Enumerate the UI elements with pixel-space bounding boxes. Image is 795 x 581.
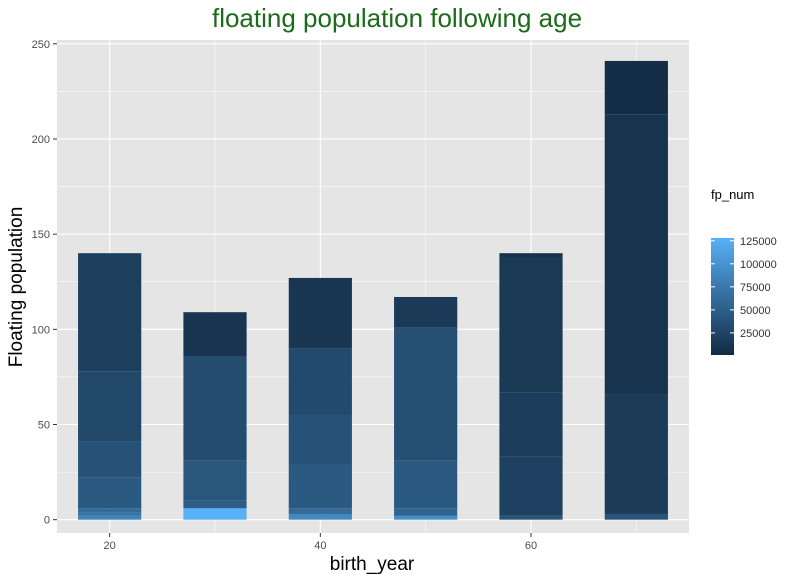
bar-segment	[78, 508, 142, 513]
x-tick-label: 40	[314, 540, 326, 552]
bar-stack-40	[288, 277, 352, 520]
bar-segment	[499, 392, 563, 457]
bar-segment	[394, 296, 458, 328]
bar-segment	[183, 500, 247, 509]
bar-segment	[499, 456, 563, 516]
bar-segment	[183, 508, 247, 520]
bar-segment	[604, 513, 668, 520]
legend-colorbar	[711, 238, 734, 355]
x-axis: 20 40 60	[104, 533, 537, 552]
bar-segment	[78, 477, 142, 509]
bar-segment	[183, 355, 247, 461]
bar-segment	[288, 348, 352, 415]
y-tick-label: 50	[38, 420, 50, 432]
legend-title: fp_num	[711, 187, 754, 202]
bar-stack-50	[394, 296, 458, 520]
bar-segment	[78, 371, 142, 442]
legend-tick-label: 100000	[740, 259, 777, 271]
bar-segment	[288, 414, 352, 465]
bar-stack-20	[78, 253, 142, 520]
y-tick-label: 250	[32, 39, 50, 51]
y-axis-title: Floating population	[6, 207, 27, 368]
bar-segment	[183, 312, 247, 356]
bar-stack-60	[499, 253, 563, 520]
bar-segment	[288, 508, 352, 514]
y-tick-label: 150	[32, 229, 50, 241]
bar-segment	[499, 256, 563, 393]
y-axis: 0 50 100 150 200 250	[32, 39, 57, 527]
bar-segment	[394, 508, 458, 516]
plot-panel	[57, 40, 689, 533]
y-tick-label: 0	[44, 515, 50, 527]
legend-ticks: 25000 50000 75000 100000 125000	[711, 236, 777, 340]
bar-segment	[78, 253, 142, 372]
bar-segment	[604, 60, 668, 115]
legend-tick-label: 50000	[740, 305, 771, 317]
bar-segment	[499, 253, 563, 257]
bar-stack-30	[183, 312, 247, 520]
bar-segment	[394, 327, 458, 461]
y-tick-label: 200	[32, 134, 50, 146]
bars	[78, 60, 668, 520]
bar-stack-70	[604, 60, 668, 520]
bar-segment	[604, 394, 668, 514]
bar-segment	[499, 515, 563, 520]
bar-segment	[78, 512, 142, 516]
bar-segment	[183, 460, 247, 501]
legend-tick-label: 25000	[740, 328, 771, 340]
legend-tick-label: 125000	[740, 236, 777, 248]
bar-segment	[394, 460, 458, 509]
bar-segment	[604, 114, 668, 395]
x-tick-label: 60	[525, 540, 537, 552]
legend: fp_num 25000 50000 75000 100000 125000	[711, 187, 777, 355]
bar-segment	[78, 441, 142, 478]
bar-segment	[394, 515, 458, 520]
legend-tick-label: 75000	[740, 282, 771, 294]
bar-segment	[288, 464, 352, 509]
x-axis-title: birth_year	[330, 554, 415, 575]
bar-segment	[288, 513, 352, 520]
chart-title: floating population following age	[212, 3, 582, 33]
y-tick-label: 100	[32, 324, 50, 336]
x-tick-label: 20	[104, 540, 116, 552]
bar-segment	[288, 277, 352, 349]
bar-segment	[78, 515, 142, 520]
